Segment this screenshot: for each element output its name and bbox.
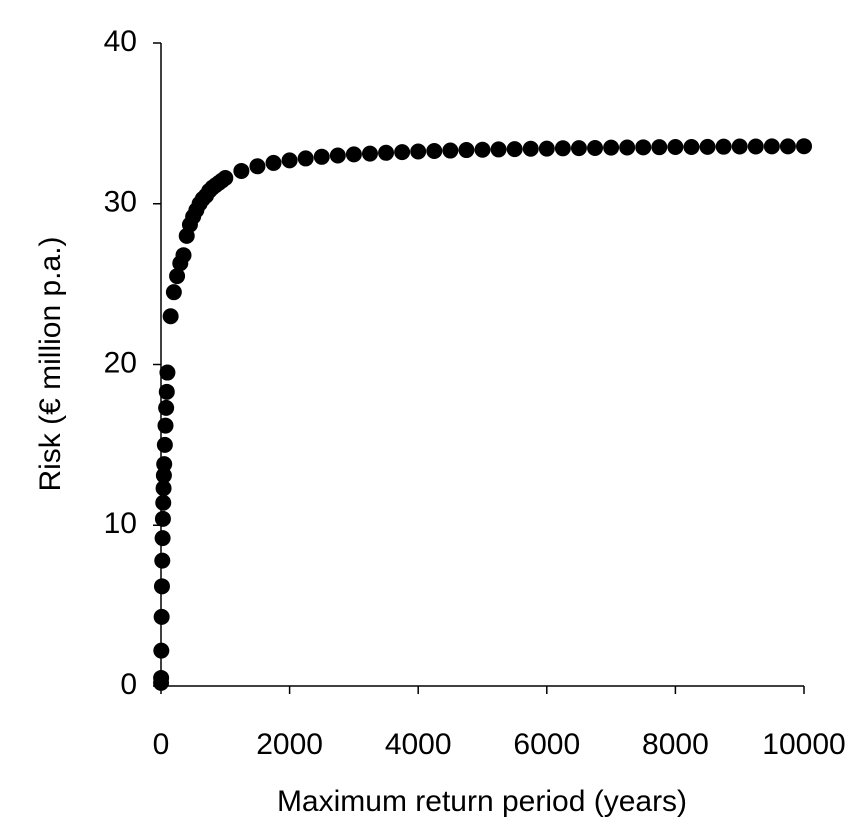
y-tick-label: 30: [104, 186, 137, 219]
data-point: [158, 399, 175, 416]
data-point: [153, 669, 170, 686]
data-point: [474, 141, 491, 158]
data-point: [796, 138, 812, 155]
data-point: [426, 143, 443, 160]
y-tick-label: 40: [104, 25, 137, 58]
data-point: [603, 139, 620, 156]
data-point: [683, 139, 700, 156]
x-tick-label: 10000: [762, 728, 845, 761]
data-point: [442, 142, 459, 159]
data-point: [313, 148, 330, 165]
data-point: [779, 138, 796, 155]
data-point: [153, 578, 170, 595]
data-point: [361, 145, 378, 162]
data-point: [619, 139, 636, 156]
data-point: [297, 150, 314, 167]
x-axis-label: Maximum return period (years): [277, 785, 687, 818]
data-point: [538, 140, 555, 157]
x-tick-label: 4000: [385, 728, 452, 761]
data-point: [715, 138, 732, 155]
x-tick-label: 8000: [642, 728, 709, 761]
data-point: [731, 138, 748, 155]
x-tick-label: 2000: [256, 728, 323, 761]
y-tick-label: 10: [104, 507, 137, 540]
data-point: [154, 510, 171, 527]
data-point: [699, 138, 716, 155]
x-tick-label: 6000: [513, 728, 580, 761]
data-point: [158, 383, 175, 400]
data-point: [458, 142, 475, 159]
data-point: [378, 144, 395, 161]
data-point: [522, 140, 539, 157]
data-point: [345, 146, 362, 163]
data-point: [156, 456, 173, 473]
data-point: [249, 158, 266, 175]
data-point: [155, 480, 172, 497]
data-point: [156, 436, 173, 453]
data-point: [153, 608, 170, 625]
data-point: [281, 152, 298, 169]
data-point: [394, 144, 411, 161]
data-point: [667, 139, 684, 156]
y-tick-label: 0: [120, 668, 137, 701]
data-point: [651, 139, 668, 156]
data-point: [329, 147, 346, 164]
y-axis-label: Risk (€ million p.a.): [34, 236, 67, 491]
data-point: [162, 308, 179, 325]
data-point: [506, 141, 523, 158]
data-point: [410, 143, 427, 160]
data-point: [635, 139, 652, 156]
data-point: [169, 268, 186, 285]
data-point: [153, 642, 170, 659]
data-point: [155, 467, 172, 484]
data-point: [155, 494, 172, 511]
data-point: [154, 530, 171, 547]
data-point: [265, 154, 282, 171]
data-point: [570, 140, 587, 157]
data-point: [159, 364, 176, 381]
data-point: [157, 417, 174, 434]
data-point: [217, 170, 234, 187]
data-point: [154, 552, 171, 569]
data-point: [175, 247, 192, 264]
data-point: [233, 162, 250, 179]
data-point: [554, 140, 571, 157]
data-point: [763, 138, 780, 155]
x-tick-label: 0: [153, 728, 170, 761]
data-point: [490, 141, 507, 158]
data-point: [165, 284, 182, 301]
y-tick-label: 20: [104, 346, 137, 379]
data-point: [747, 138, 764, 155]
data-point: [587, 139, 604, 156]
